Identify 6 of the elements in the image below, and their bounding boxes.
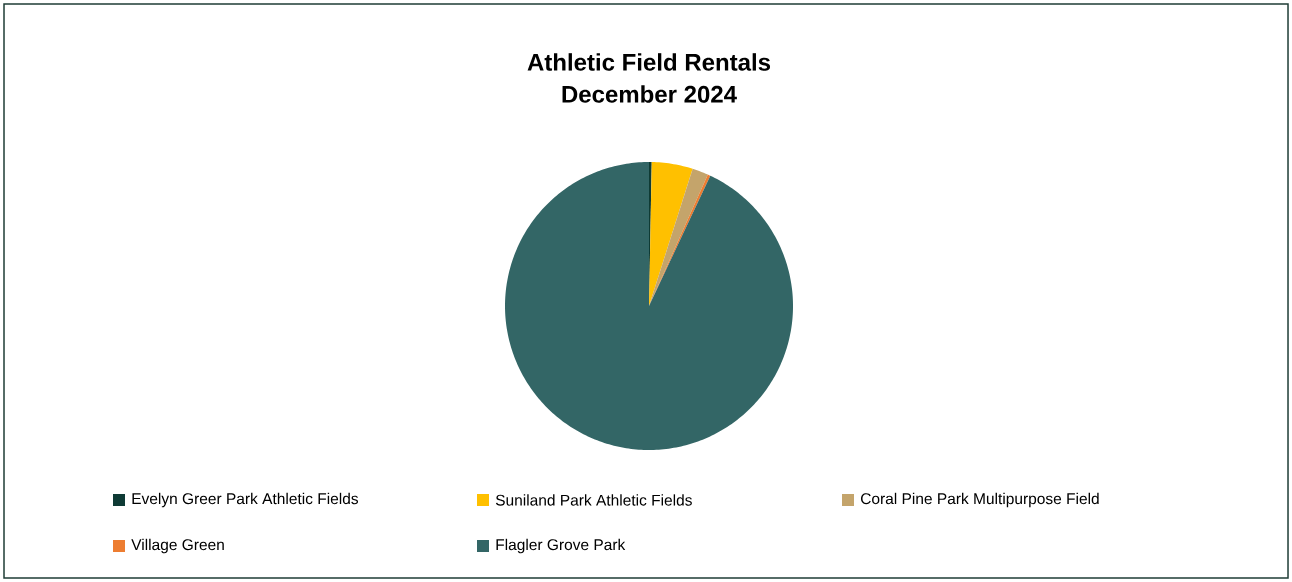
legend-label: Suniland Park Athletic Fields (495, 494, 692, 506)
legend-label: Village Green (131, 538, 224, 554)
legend-label: Coral Pine Park Multipurpose Field (860, 492, 1099, 508)
legend-label: Evelyn Greer Park Athletic Fields (132, 492, 359, 508)
chart-title: Athletic Field Rentals December 2024 (527, 53, 771, 103)
legend-label: Flagler Grove Park (496, 538, 626, 554)
